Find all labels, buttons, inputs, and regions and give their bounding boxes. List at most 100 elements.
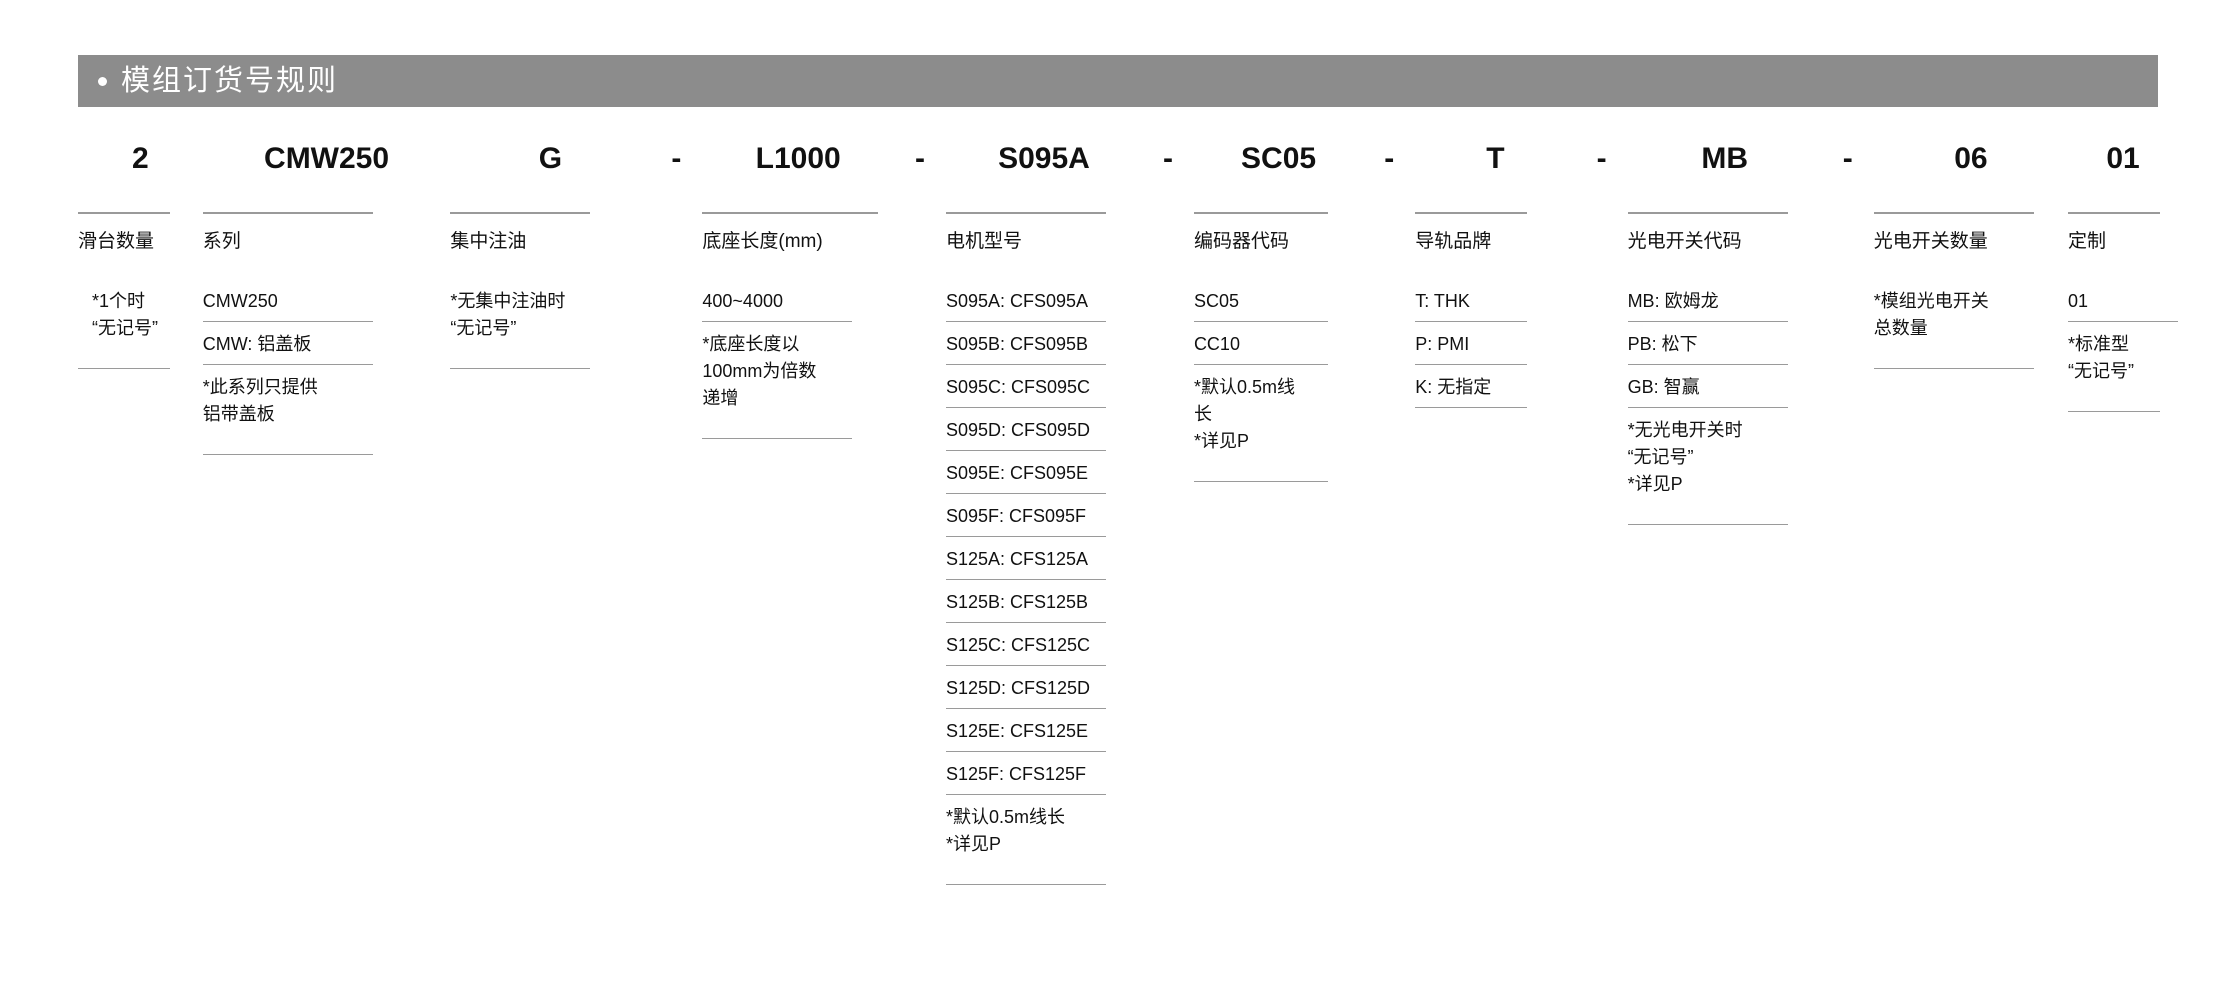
column-option: CMW250 <box>202 288 373 322</box>
column-option: S095E: CFS095E <box>945 460 1106 494</box>
column-entries: *无集中注油时 “无记号” <box>450 288 650 369</box>
column-entries: 01 *标准型 “无记号” <box>2068 288 2178 412</box>
code-separator-dash: - <box>1162 142 1173 175</box>
column-option: PB: 松下 <box>1627 331 1788 365</box>
order-code-column: 01 定制 01 *标准型 “无记号” <box>2068 130 2178 412</box>
column-tail-rule <box>2068 411 2160 412</box>
column-label: 系列 <box>202 231 241 252</box>
column-option: P: PMI <box>1415 331 1528 365</box>
order-code-column: SC05 编码器代码 SC05 CC10 *默认0.5m线 长 *详见P <box>1193 130 1363 482</box>
column-option: SC05 <box>1193 288 1328 322</box>
column-option: 01 <box>2068 288 2178 322</box>
column-option: CC10 <box>1193 331 1328 365</box>
column-rule <box>945 212 1106 214</box>
section-title: 模组订货号规则 <box>121 64 339 97</box>
column-note: *此系列只提供 铝带盖板 <box>202 377 318 424</box>
code-separator-dash: - <box>1596 142 1607 175</box>
column-label: 光电开关代码 <box>1627 231 1742 252</box>
column-option: T: THK <box>1415 288 1528 322</box>
column-entries: MB: 欧姆龙 PB: 松下 GB: 智赢 *无光电开关时 “无记号” *详见P <box>1627 288 1788 525</box>
column-note: *模组光电开关 总数量 <box>1873 291 1989 338</box>
order-code-column: 06 光电开关数量 *模组光电开关 总数量 <box>1873 130 2068 369</box>
code-segment-wrap: S095A <box>946 130 1142 188</box>
column-tail-rule <box>945 884 1106 885</box>
column-entries: S095A: CFS095A S095B: CFS095B S095C: CFS09… <box>945 288 1106 885</box>
column-label: 定制 <box>2068 231 2107 252</box>
column-tail-rule <box>450 368 591 369</box>
column-note: *底座长度以 100mm为倍数 递增 <box>702 334 817 408</box>
column-entries: T: THK P: PMI K: 无指定 <box>1415 288 1528 417</box>
code-segment-wrap: T <box>1415 130 1575 188</box>
section-banner: 模组订货号规则 <box>78 55 2158 107</box>
column-rule <box>1193 212 1328 214</box>
code-separator-wrap: - <box>1576 130 1628 188</box>
code-segment: G <box>538 142 563 175</box>
code-segment: MB <box>1701 142 1748 175</box>
column-tail-rule <box>1873 368 2034 369</box>
code-segment: T <box>1486 142 1505 175</box>
code-segment: 2 <box>132 142 149 175</box>
column-option: S095B: CFS095B <box>945 331 1106 365</box>
order-code-column: 2 滑台数量 *1个时 “无记号” <box>78 130 203 369</box>
order-code-column: MB 光电开关代码 MB: 欧姆龙 PB: 松下 GB: 智赢 *无光电开关时 “无记号”… <box>1627 130 1822 525</box>
code-segment-wrap: CMW250 <box>203 130 451 188</box>
code-segment-wrap: G <box>450 130 650 188</box>
column-note: *默认0.5m线 长 *详见P <box>1193 377 1295 451</box>
column-label: 导轨品牌 <box>1415 231 1492 252</box>
bullet-dot-icon <box>98 76 107 86</box>
order-code-column: G 集中注油 *无集中注油时 “无记号” <box>450 130 650 369</box>
code-segment-wrap: 06 <box>1874 130 2068 188</box>
code-segment-wrap: 2 <box>78 130 203 188</box>
column-option: S095C: CFS095C <box>945 374 1106 408</box>
column-option: 400~4000 <box>702 288 853 322</box>
column-rule <box>1627 212 1788 214</box>
column-option: S125E: CFS125E <box>945 718 1106 752</box>
code-segment-wrap: MB <box>1628 130 1822 188</box>
column-option: S125A: CFS125A <box>945 546 1106 580</box>
column-rule <box>702 212 879 214</box>
code-separator-dash: - <box>671 142 682 175</box>
column-rule <box>450 212 591 214</box>
column-label: 滑台数量 <box>78 231 155 252</box>
code-separator-wrap: - <box>1822 130 1874 188</box>
column-option: S125F: CFS125F <box>945 761 1106 795</box>
column-note: *标准型 “无记号” <box>2068 334 2134 381</box>
column-rule <box>202 212 373 214</box>
code-separator-dash: - <box>914 142 925 175</box>
column-option: S095D: CFS095D <box>945 417 1106 451</box>
column-note: *默认0.5m线长 *详见P <box>945 807 1065 854</box>
code-separator-wrap: - <box>1142 130 1194 188</box>
column-entries: *模组光电开关 总数量 <box>1873 288 2054 369</box>
code-segment: CMW250 <box>264 142 390 175</box>
column-rule <box>2068 212 2160 214</box>
column-tail-rule <box>1193 481 1328 482</box>
column-tail-rule <box>78 368 170 369</box>
column-label: 光电开关数量 <box>1873 231 1988 252</box>
column-tail-rule <box>1627 524 1788 525</box>
column-entries: SC05 CC10 *默认0.5m线 长 *详见P <box>1193 288 1328 482</box>
code-separator-wrap: - <box>894 130 946 188</box>
column-note: *1个时 “无记号” <box>92 291 158 338</box>
code-segment-wrap: 01 <box>2068 130 2178 188</box>
code-separator-dash: - <box>1842 142 1853 175</box>
code-separator-wrap: - <box>1363 130 1415 188</box>
code-segment: 01 <box>2106 142 2140 175</box>
code-segment-wrap: L1000 <box>702 130 894 188</box>
code-segment-wrap: SC05 <box>1194 130 1363 188</box>
code-separator-wrap: - <box>650 130 702 188</box>
order-code-column: L1000 底座长度(mm) 400~4000 *底座长度以 100mm为倍数 递增 <box>702 130 894 439</box>
column-option: S095A: CFS095A <box>945 288 1106 322</box>
column-entries: CMW250 CMW: 铝盖板 *此系列只提供 铝带盖板 <box>202 288 373 455</box>
column-rule <box>78 212 170 214</box>
column-option: MB: 欧姆龙 <box>1627 288 1788 322</box>
column-label: 底座长度(mm) <box>702 231 823 252</box>
order-code-columns: 2 滑台数量 *1个时 “无记号” CMW250 系列 CMW250 CMW: 铝盖板 *此系… <box>78 130 2178 885</box>
order-code-column: S095A 电机型号 S095A: CFS095A S095B: CFS095B S09… <box>945 130 1142 885</box>
column-entries: *1个时 “无记号” <box>78 288 170 369</box>
column-option: CMW: 铝盖板 <box>202 331 373 365</box>
column-note: *无集中注油时 “无记号” <box>450 291 566 338</box>
column-rule <box>1873 212 2034 214</box>
code-separator-dash: - <box>1384 142 1395 175</box>
code-segment: 06 <box>1954 142 1988 175</box>
